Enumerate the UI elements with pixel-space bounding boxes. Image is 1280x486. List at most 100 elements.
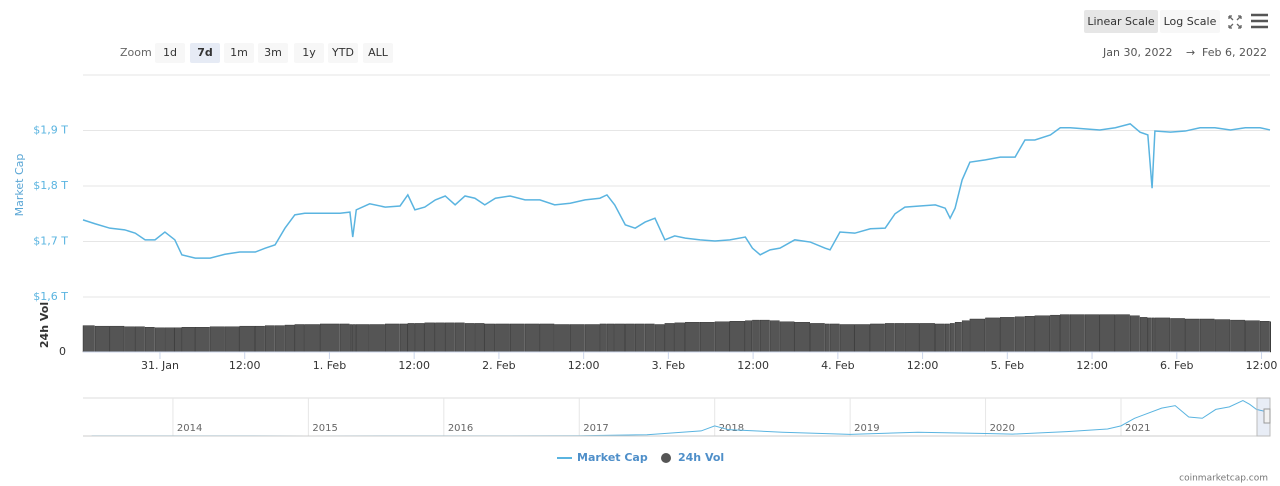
zoom-button[interactable]: YTD (328, 43, 358, 63)
volume-bar (1014, 316, 1025, 353)
volume-bar (554, 324, 570, 353)
volume-bar (484, 323, 495, 353)
zoom-button[interactable]: ALL (363, 43, 393, 63)
volume-bar (1245, 320, 1260, 353)
date-to: Feb 6, 2022 (1202, 46, 1267, 59)
navigator-handle[interactable] (1263, 408, 1271, 424)
volume-bar (304, 324, 320, 353)
volume-bar (779, 321, 795, 353)
volume-bar (944, 323, 950, 353)
volume-bar (654, 324, 665, 353)
volume-bar (1154, 317, 1171, 353)
volume-bar (949, 323, 955, 353)
volume-bar (352, 324, 356, 353)
zoom-button-bg (363, 43, 393, 63)
market-cap-line (82, 123, 1271, 259)
zoom-button-bg (328, 43, 358, 63)
y-tick-label: $1,8 T (33, 179, 68, 192)
log-scale-button[interactable]: Log Scale (1160, 10, 1220, 33)
x-tick-label: 4. Feb (821, 359, 854, 372)
x-tick-label: 5. Feb (991, 359, 1024, 372)
volume-bar (854, 324, 870, 353)
volume-bar (919, 323, 935, 353)
volume-bar (407, 323, 415, 353)
x-tick-label: 12:00 (737, 359, 769, 372)
volume-bar (1139, 317, 1148, 353)
volume-bar (1000, 317, 1015, 353)
menu-icon[interactable] (1251, 13, 1268, 29)
x-tick-label: 12:00 (229, 359, 261, 372)
volume-bar (599, 323, 607, 353)
volume-bar (935, 323, 945, 353)
volume-bar (239, 325, 255, 353)
zoom-button-label: 1m (230, 46, 248, 59)
volume-bar (1185, 318, 1200, 353)
x-tick-label: 12:00 (568, 359, 600, 372)
legend-item[interactable]: Market Cap (557, 451, 648, 464)
legend-label: 24h Vol (678, 451, 724, 464)
volume-bar (144, 327, 155, 353)
volume-bar (1069, 314, 1085, 353)
volume-bar (474, 323, 485, 353)
volume-bar (435, 322, 445, 353)
volume-bar (674, 322, 685, 353)
volume-bar (264, 325, 275, 353)
volume-bar (745, 320, 753, 353)
legend-label: Market Cap (577, 451, 648, 464)
volume-bar (445, 322, 455, 353)
volume-bar (884, 323, 895, 353)
volume-bar (1024, 316, 1035, 353)
volume-bar (769, 320, 780, 353)
volume-bar (424, 322, 435, 353)
volume-bar (174, 327, 182, 353)
navigator-year-label: 2018 (719, 423, 744, 434)
linear-scale-label: Linear Scale (1087, 15, 1155, 28)
navigator-year-label: 2019 (854, 423, 879, 434)
linear-scale-button[interactable]: Linear Scale (1084, 10, 1158, 33)
volume-bar (685, 322, 700, 353)
zoom-button-label: ALL (368, 46, 389, 59)
volume-bar (339, 323, 350, 353)
volume-bar (904, 323, 920, 353)
zoom-button[interactable]: 1m (224, 43, 254, 63)
volume-bar (644, 323, 655, 353)
zoom-button-label: 1d (163, 46, 177, 59)
volume-bar (539, 323, 555, 353)
zoom-button[interactable]: 3m (258, 43, 288, 63)
zoom-button-label: YTD (331, 46, 354, 59)
volume-bar (1060, 314, 1070, 353)
zoom-button[interactable]: 1y (294, 43, 324, 63)
zoom-button[interactable]: 7d (190, 43, 220, 63)
volume-bar (510, 323, 525, 353)
volume-bar (195, 327, 210, 353)
volume-bar (209, 326, 225, 353)
volume-bar (870, 323, 885, 353)
navigator-year-label: 2014 (177, 423, 202, 434)
date-arrow: → (1186, 46, 1195, 59)
volume-bar (985, 317, 1000, 353)
zoom-buttons: 1d 7d 1m 3m 1y YTD ALL (155, 43, 393, 63)
zoom-button-label: 1y (302, 46, 316, 59)
volume-bar (414, 323, 425, 353)
volume-bar (954, 322, 962, 353)
x-tick-label: 31. Jan (141, 359, 179, 372)
volume-bar (625, 323, 635, 353)
volume-bar (224, 326, 240, 353)
volume-bar (699, 322, 715, 353)
zoom-button[interactable]: 1d (155, 43, 185, 63)
volume-bar (824, 323, 830, 353)
legend-item[interactable]: 24h Vol (661, 451, 724, 464)
volume-bar (752, 319, 760, 353)
volume-bar (294, 324, 305, 353)
x-tick-label: 12:00 (398, 359, 430, 372)
volume-bar (570, 324, 585, 353)
volume-bar (810, 323, 825, 353)
volume-bar (614, 323, 625, 353)
volume-bar (961, 320, 970, 353)
volume-bar (181, 327, 195, 353)
navigator-year-label: 2015 (312, 423, 337, 434)
volume-bar (1269, 321, 1272, 353)
y2-axis-title: 24h Vol (38, 302, 51, 348)
fullscreen-icon[interactable] (1228, 15, 1242, 29)
volume-bar (320, 323, 340, 353)
